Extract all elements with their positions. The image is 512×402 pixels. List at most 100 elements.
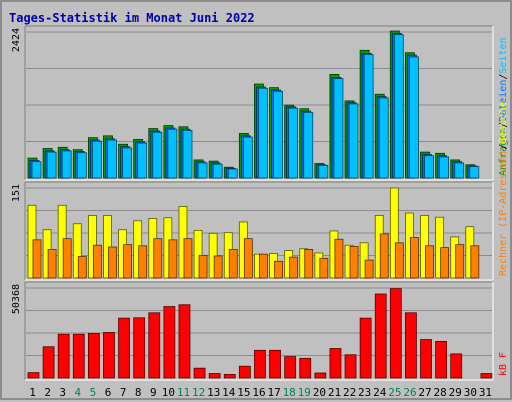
bar-visits-rechneripadressen-day-7 [123,244,132,279]
bar-kbytes-kbf-day-29 [450,353,463,379]
bar-visits-rechneripadressen-day-12 [198,254,208,279]
bar-kbytes-kbf-day-17 [269,349,281,379]
bar-visits-rechneripadressen-day-11 [183,238,193,279]
legend-kbytes: kB F [498,352,509,376]
bar-kbytes-kbf-day-10 [163,306,176,379]
bar-requests-seiten-day-18 [288,107,299,179]
bar-requests-seiten-day-21 [333,78,344,179]
bar-requests-seiten-day-10 [167,128,178,179]
bar-requests-seiten-day-2 [46,151,57,179]
bar-kbytes-kbf-day-12 [193,367,206,379]
x-tick-label-day-23: 23 [358,386,371,399]
x-tick-label-day-2: 2 [44,386,51,399]
legend-requests: Anfragen/Dateien/Seiten [498,37,509,176]
x-tick-label-day-21: 21 [328,386,341,399]
bar-requests-seiten-day-8 [137,142,148,179]
bar-kbytes-kbf-day-18 [284,356,297,379]
y-max-label-requests: 2424 [11,28,22,52]
bar-visits-rechneripadressen-day-4 [77,256,87,279]
x-tick-label-day-9: 9 [150,386,157,399]
bar-visits-rechneripadressen-day-21 [334,238,344,279]
panel-visits: 151 Rechner (IP-Adressen)/Besuche [11,101,509,281]
bar-kbytes-kbf-day-14 [223,374,236,379]
bar-kbytes-kbf-day-8 [133,317,146,379]
bar-kbytes-kbf-day-24 [374,293,387,379]
x-tick-label-day-8: 8 [135,386,142,399]
x-tick-label-day-6: 6 [105,386,112,399]
bar-visits-besuche-day-25 [389,187,399,279]
x-tick-label-day-31: 31 [479,386,492,399]
bar-requests-seiten-day-28 [439,156,450,179]
bar-requests-seiten-day-7 [122,147,132,179]
bar-kbytes-kbf-day-21 [329,348,342,379]
bar-kbytes-kbf-day-2 [42,346,55,379]
bar-kbytes-kbf-day-15 [238,365,251,379]
x-tick-label-day-15: 15 [237,386,250,399]
bar-kbytes-kbf-day-22 [344,354,357,379]
legend-entry: / [498,122,509,128]
x-tick-label-day-28: 28 [434,386,447,399]
legend-entry: / [498,74,509,80]
x-tick-label-day-27: 27 [418,386,431,399]
bar-requests-seiten-day-22 [348,103,359,179]
y-max-label-kbytes: 50368 [11,284,22,314]
bar-visits-rechneripadressen-day-6 [108,246,117,279]
bar-kbytes-kbf-day-28 [435,340,448,379]
bar-requests-seiten-day-13 [212,163,223,179]
bar-visits-rechneripadressen-day-19 [304,248,314,279]
bar-requests-seiten-day-11 [182,130,193,179]
legend-entry: / [498,144,509,150]
bar-kbytes-kbf-day-4 [72,333,85,379]
bar-visits-rechneripadressen-day-1 [32,239,42,279]
bar-visits-rechneripadressen-day-28 [440,247,450,279]
x-tick-label-day-11: 11 [177,386,190,399]
bar-requests-seiten-day-20 [318,164,329,179]
legend-entry: Anfragen [498,128,509,176]
bar-kbytes-kbf-day-7 [118,317,130,379]
bar-requests-seiten-day-23 [363,54,374,179]
bar-kbytes-kbf-day-25 [389,288,402,379]
bar-visits-rechneripadressen-day-14 [228,248,238,279]
x-tick-label-day-1: 1 [29,386,36,399]
legend-entry: kB F [498,352,509,376]
bar-requests-seiten-day-12 [197,162,208,179]
bar-visits-rechneripadressen-day-22 [349,246,359,279]
bar-requests-seiten-day-16 [258,87,268,179]
bar-requests-seiten-day-30 [469,166,480,179]
bar-requests-seiten-day-26 [409,56,419,179]
bar-requests-seiten-day-24 [378,97,389,179]
bar-visits-rechneripadressen-day-23 [364,259,374,279]
bar-requests-seiten-day-9 [152,131,163,179]
bar-requests-seiten-day-1 [31,161,42,179]
bar-visits-rechneripadressen-day-20 [319,257,329,279]
bar-kbytes-kbf-day-19 [299,357,312,379]
legend-entry: Seiten [498,37,509,73]
bar-visits-rechneripadressen-day-16 [259,253,268,279]
bar-kbytes-kbf-day-5 [87,332,100,379]
legend-entry: Dateien [498,80,509,122]
x-tick-label-day-17: 17 [267,386,280,399]
x-tick-label-day-10: 10 [162,386,175,399]
bar-kbytes-kbf-day-1 [27,372,40,379]
bar-visits-rechneripadressen-day-25 [394,242,404,279]
bar-visits-rechneripadressen-day-18 [289,256,299,279]
bar-kbytes-kbf-day-27 [420,339,432,379]
x-tick-label-day-13: 13 [207,386,220,399]
bar-kbytes-kbf-day-23 [359,317,372,379]
x-tick-label-day-12: 12 [192,386,205,399]
x-tick-label-day-16: 16 [252,386,265,399]
bar-requests-seiten-day-25 [393,34,404,179]
bar-kbytes-kbf-day-11 [178,304,191,379]
y-max-label-visits: 151 [11,184,22,202]
legend-entry: Rechner (IP-Adressen) [498,150,509,276]
bar-visits-rechneripadressen-day-9 [153,238,163,279]
chart-title: Tages-Statistik im Monat Juni 2022 [9,11,255,25]
legend-visits: Rechner (IP-Adressen)/Besuche [498,101,509,276]
bar-visits-rechneripadressen-day-5 [92,244,102,279]
bar-kbytes-kbf-day-9 [148,312,161,379]
x-tick-label-day-26: 26 [403,386,416,399]
bar-visits-rechneripadressen-day-27 [425,245,434,279]
legend-entry: Besuche [498,101,509,143]
bar-kbytes-kbf-day-6 [103,332,115,379]
